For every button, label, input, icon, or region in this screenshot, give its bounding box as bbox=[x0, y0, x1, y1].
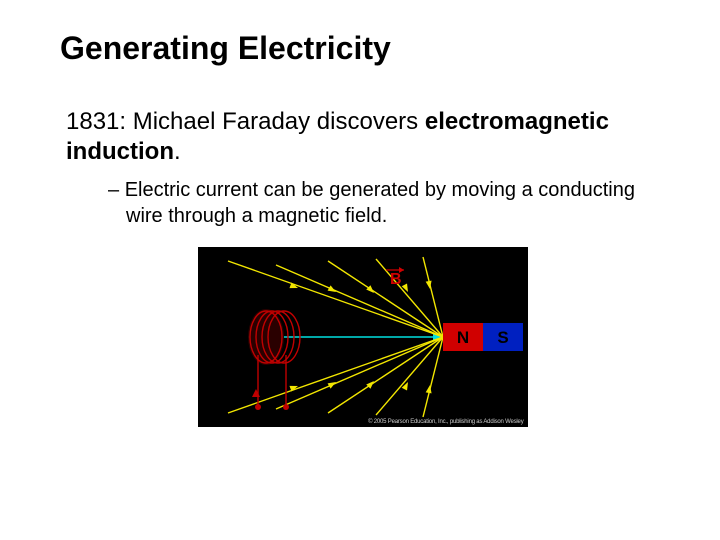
body-prefix: 1831: Michael Faraday discovers bbox=[66, 108, 425, 135]
svg-text:B: B bbox=[390, 271, 402, 288]
induction-diagram: N S B © 2005 Pearson Education, Inc., publ… bbox=[198, 247, 528, 427]
figure-container: N S B © 2005 Pearson Education, Inc., publ… bbox=[60, 247, 665, 427]
body-suffix: . bbox=[174, 138, 181, 165]
diagram-svg: N S B bbox=[198, 247, 528, 427]
svg-text:S: S bbox=[497, 328, 508, 347]
figure-credit: © 2005 Pearson Education, Inc., publishi… bbox=[368, 419, 523, 425]
slide-title: Generating Electricity bbox=[60, 30, 665, 67]
svg-text:N: N bbox=[456, 328, 468, 347]
body-line: 1831: Michael Faraday discovers electrom… bbox=[66, 107, 665, 167]
slide: Generating Electricity 1831: Michael Far… bbox=[0, 0, 720, 540]
sub-bullet: Electric current can be generated by mov… bbox=[108, 177, 665, 229]
